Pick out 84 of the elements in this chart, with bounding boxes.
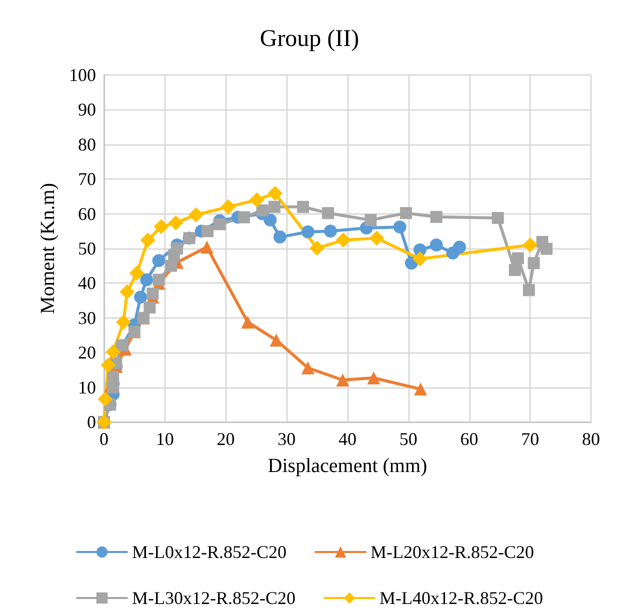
point	[322, 207, 334, 220]
y-tick-label: 40	[78, 273, 96, 294]
point	[107, 370, 120, 383]
point	[528, 257, 540, 270]
point	[301, 225, 314, 238]
point	[168, 215, 184, 230]
point	[393, 220, 406, 234]
x-tick-label: 50	[399, 429, 418, 449]
point	[364, 214, 377, 226]
point	[268, 200, 280, 213]
x-tick-label: 20	[216, 429, 235, 449]
point	[106, 344, 121, 360]
point	[152, 274, 165, 286]
x-tick-label: 80	[582, 429, 600, 449]
point	[336, 232, 351, 248]
point	[412, 251, 428, 266]
point	[120, 284, 135, 300]
point	[201, 225, 214, 238]
point	[144, 301, 156, 314]
x-tick-label: 70	[521, 429, 540, 449]
point	[152, 254, 166, 268]
point	[430, 210, 442, 223]
point	[540, 242, 553, 255]
point	[256, 204, 268, 216]
x-tick-label: 60	[460, 429, 478, 449]
x-axis-title: Displacement (mm)	[268, 455, 428, 477]
point	[270, 334, 283, 347]
point	[453, 240, 466, 254]
y-tick-label: 100	[69, 65, 96, 85]
legend-label: M-L0x12-R.852-C20	[132, 542, 287, 562]
y-tick-label: 20	[78, 342, 96, 363]
point	[512, 252, 524, 264]
point	[249, 192, 264, 208]
point	[400, 207, 412, 220]
y-tick-label: 50	[78, 238, 96, 258]
point	[264, 214, 277, 227]
y-tick-label: 30	[78, 308, 96, 328]
point	[214, 218, 226, 230]
x-tick-label: 30	[278, 429, 296, 449]
point	[116, 314, 131, 330]
point	[220, 199, 236, 214]
x-tick-label: 0	[100, 429, 108, 449]
point	[369, 230, 384, 246]
point	[129, 266, 144, 281]
y-tick-label: 70	[78, 169, 96, 190]
legend-label: M-L40x12-R.852-C20	[380, 588, 543, 608]
point	[336, 374, 350, 387]
x-tick-label: 40	[338, 429, 356, 449]
legend-label: M-L20x12-R.852-C20	[370, 542, 534, 562]
point	[273, 230, 286, 244]
point	[522, 238, 538, 253]
point	[100, 358, 116, 373]
point	[367, 371, 380, 384]
point	[301, 361, 314, 374]
point	[200, 240, 214, 254]
x-tick-label: 10	[156, 429, 174, 449]
point	[134, 290, 148, 304]
y-axis-title: Moment (Kn.m)	[37, 182, 60, 314]
point	[297, 200, 310, 213]
point	[164, 260, 177, 272]
legend-label: M-L30x12-R.852-C20	[132, 588, 296, 608]
point	[414, 382, 428, 396]
point	[492, 212, 504, 224]
point	[98, 392, 113, 407]
point	[171, 242, 184, 254]
chart-title: Group (II)	[260, 26, 360, 52]
point	[324, 224, 337, 238]
point	[140, 232, 156, 248]
point	[238, 211, 250, 224]
y-tick-label: 90	[78, 100, 96, 120]
y-tick-label: 60	[78, 204, 96, 224]
point	[522, 284, 535, 296]
point	[140, 273, 154, 286]
point	[430, 238, 443, 252]
y-tick-label: 0	[87, 412, 96, 432]
point	[188, 207, 204, 222]
point	[146, 288, 159, 300]
point	[508, 264, 521, 276]
y-tick-label: 10	[78, 377, 96, 398]
y-tick-label: 80	[78, 134, 96, 154]
point	[310, 240, 325, 256]
point	[154, 219, 169, 234]
point	[268, 186, 283, 201]
point	[241, 316, 254, 329]
